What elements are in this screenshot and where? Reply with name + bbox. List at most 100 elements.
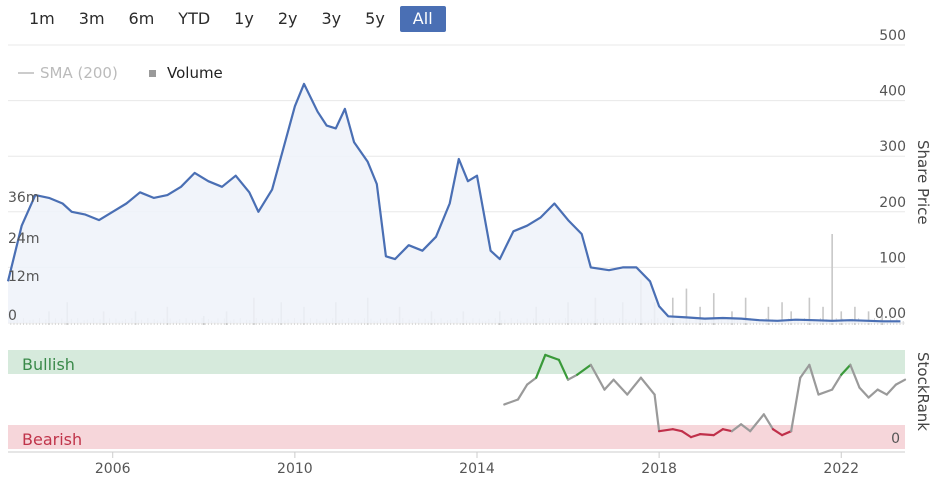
volume-bar [322, 321, 324, 325]
stockrank-segment [721, 428, 734, 433]
volume-tick-label: 24m [8, 231, 39, 247]
range-button-5y[interactable]: 5y [365, 9, 385, 28]
range-button-ytd[interactable]: YTD [178, 9, 211, 28]
volume-bar [902, 321, 904, 325]
volume-bar [35, 322, 37, 325]
stockrank-segment [576, 363, 592, 376]
volume-bar [800, 322, 802, 325]
volume-bar [778, 322, 780, 325]
volume-bar [51, 321, 53, 325]
x-tick-label: 2014 [459, 461, 495, 477]
volume-bar [845, 321, 847, 325]
volume-bar [252, 322, 254, 325]
volume-bar [784, 322, 786, 325]
range-button-1m[interactable]: 1m [29, 9, 55, 28]
rank-tick-label: 0 [891, 431, 900, 447]
range-button-1y[interactable]: 1y [234, 9, 254, 28]
volume-tick-label: 0 [8, 308, 17, 324]
volume-tick-label: 12m [8, 269, 39, 285]
price-area [8, 83, 901, 324]
volume-bar [606, 322, 608, 325]
volume-bar [415, 321, 417, 325]
volume-bar [220, 322, 222, 325]
volume-bar [638, 322, 640, 325]
volume-bar [822, 306, 824, 325]
range-button-3y[interactable]: 3y [321, 9, 342, 28]
stockrank-segment [831, 373, 843, 391]
volume-bar [730, 322, 732, 325]
volume-bar [740, 321, 742, 325]
volume-bar [644, 321, 646, 325]
volume-bar [685, 288, 688, 325]
volume-bar [807, 321, 809, 325]
volume-bar [599, 322, 601, 325]
stockrank-segment [589, 363, 606, 391]
volume-bar [297, 322, 299, 325]
stockrank-segment [840, 363, 852, 376]
volume-bar [808, 297, 811, 325]
volume-bar [583, 322, 585, 325]
volume-bar [712, 293, 715, 325]
stockrank-segment [730, 423, 743, 433]
volume-bar [536, 321, 538, 325]
volume-bar [832, 321, 834, 325]
volume-bar [89, 322, 91, 325]
stockrank-segment [544, 353, 561, 361]
volume-bar [615, 322, 617, 325]
volume-bar [886, 321, 888, 325]
volume-bar [427, 321, 429, 325]
range-button-2y[interactable]: 2y [277, 9, 298, 28]
stockrank-segment [653, 393, 661, 433]
volume-bar [744, 297, 747, 325]
volume-bar [854, 322, 856, 325]
volume-bar [854, 306, 856, 325]
volume-bar [590, 321, 592, 325]
volume-bar [577, 321, 579, 325]
volume-legend-swatch [149, 70, 156, 77]
stockrank-segment [771, 428, 784, 437]
volume-bar [671, 297, 674, 325]
volume-bar [144, 322, 146, 325]
volume-bar [481, 321, 483, 325]
volume-bar [204, 322, 206, 325]
stockrank-segment [749, 413, 765, 433]
bullish-label: Bullish [22, 355, 75, 374]
volume-bar [443, 322, 445, 325]
stockrank-segment [876, 388, 888, 396]
price-tick-label: 200 [879, 195, 906, 211]
stockrank-segment [780, 430, 793, 437]
volume-bar [399, 322, 401, 325]
volume-bar [708, 322, 710, 325]
stockrank-segment [894, 378, 907, 386]
volume-bar [622, 322, 624, 325]
volume-bar [654, 322, 656, 325]
volume-bar [877, 322, 879, 325]
volume-bar [236, 322, 238, 325]
x-tick-label: 2010 [277, 461, 313, 477]
volume-bar [376, 321, 378, 325]
stockrank-segment [689, 433, 702, 439]
volume-bar [791, 321, 793, 325]
volume-bar [26, 322, 28, 325]
stockrank-segment [680, 430, 693, 439]
stockrank-segment [858, 386, 870, 399]
stockrank-axis-title: StockRank [914, 352, 932, 431]
range-button-6m[interactable]: 6m [128, 9, 155, 28]
price-tick-label: 300 [879, 139, 906, 155]
volume-bar [421, 322, 423, 325]
volume-bar [128, 322, 130, 325]
volume-bar [80, 322, 82, 325]
range-button-3m[interactable]: 3m [78, 9, 105, 28]
volume-bar [724, 322, 726, 325]
sma-legend-label: SMA (200) [40, 64, 118, 82]
volume-bar [150, 322, 152, 325]
stockrank-segment [671, 428, 683, 433]
volume-bar [10, 321, 12, 325]
volume-bar [373, 321, 375, 325]
range-button-all[interactable]: All [399, 6, 446, 32]
volume-bar [676, 322, 678, 325]
stockrank-segment [885, 383, 897, 396]
volume-bar [258, 322, 260, 325]
volume-bar [105, 321, 107, 325]
volume-bar [545, 322, 547, 325]
